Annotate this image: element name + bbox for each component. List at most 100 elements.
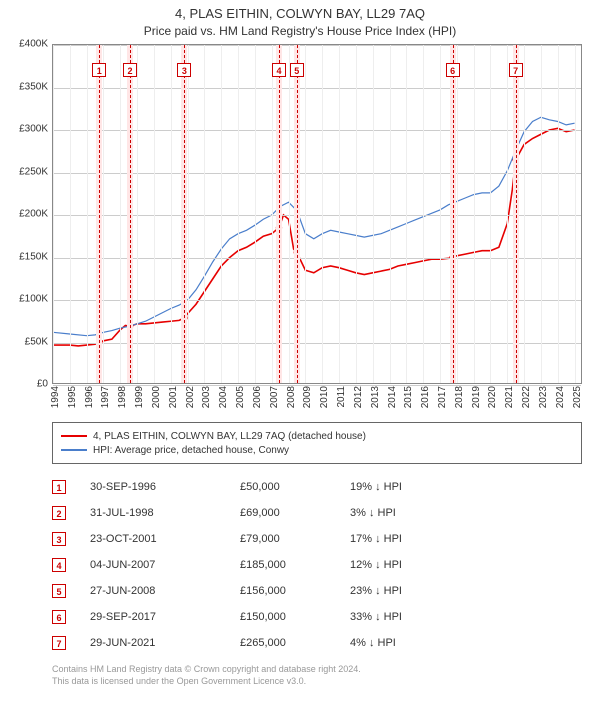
gridline-v	[356, 45, 357, 383]
gridline-v	[322, 45, 323, 383]
xtick-label: 2011	[336, 386, 347, 408]
xtick-label: 1999	[134, 386, 145, 408]
ytick-label: £400K	[19, 39, 48, 50]
gridline-v	[137, 45, 138, 383]
transaction-price: £50,000	[240, 481, 350, 493]
xtick-label: 2007	[269, 386, 280, 408]
xtick-label: 1996	[84, 386, 95, 408]
xtick-label: 1997	[100, 386, 111, 408]
transaction-row: 130-SEP-1996£50,00019% ↓ HPI	[52, 474, 582, 500]
transaction-date: 29-SEP-2017	[90, 611, 240, 623]
gridline-v	[171, 45, 172, 383]
footer-line2: This data is licensed under the Open Gov…	[52, 676, 600, 688]
xtick-label: 1995	[67, 386, 78, 408]
xtick-label: 2001	[168, 386, 179, 408]
xtick-label: 2018	[454, 386, 465, 408]
xtick-label: 2015	[403, 386, 414, 408]
gridline-v	[305, 45, 306, 383]
legend-label-hpi: HPI: Average price, detached house, Conw…	[93, 445, 289, 456]
page-subtitle: Price paid vs. HM Land Registry's House …	[0, 21, 600, 44]
xtick-label: 2003	[201, 386, 212, 408]
transaction-date: 31-JUL-1998	[90, 507, 240, 519]
xtick-label: 2017	[437, 386, 448, 408]
event-dashline	[516, 45, 517, 383]
xtick-label: 2012	[353, 386, 364, 408]
legend-row: HPI: Average price, detached house, Conw…	[61, 443, 573, 457]
transaction-date: 27-JUN-2008	[90, 585, 240, 597]
gridline-v	[87, 45, 88, 383]
transaction-price: £69,000	[240, 507, 350, 519]
xtick-label: 2023	[538, 386, 549, 408]
event-marker-box: 2	[123, 63, 137, 77]
xtick-label: 2020	[487, 386, 498, 408]
transaction-number-box: 1	[52, 480, 66, 494]
event-dashline	[130, 45, 131, 383]
gridline-h	[53, 385, 581, 386]
gridline-v	[272, 45, 273, 383]
ytick-label: £50K	[25, 336, 48, 347]
plot-area: 1234567	[52, 44, 582, 384]
gridline-v	[339, 45, 340, 383]
gridline-v	[558, 45, 559, 383]
transaction-date: 23-OCT-2001	[90, 533, 240, 545]
xtick-label: 2010	[319, 386, 330, 408]
ytick-label: £0	[37, 379, 48, 390]
transaction-date: 30-SEP-1996	[90, 481, 240, 493]
gridline-v	[204, 45, 205, 383]
xtick-label: 2008	[286, 386, 297, 408]
xtick-label: 2004	[218, 386, 229, 408]
gridline-v	[154, 45, 155, 383]
gridline-v	[490, 45, 491, 383]
xtick-label: 2006	[252, 386, 263, 408]
transaction-delta: 12% ↓ HPI	[350, 559, 510, 571]
event-marker-box: 1	[92, 63, 106, 77]
xtick-label: 2022	[521, 386, 532, 408]
xtick-label: 2009	[302, 386, 313, 408]
transaction-date: 04-JUN-2007	[90, 559, 240, 571]
ytick-label: £300K	[19, 124, 48, 135]
transaction-number-box: 6	[52, 610, 66, 624]
xtick-label: 2025	[572, 386, 583, 408]
gridline-v	[255, 45, 256, 383]
gridline-v	[289, 45, 290, 383]
transaction-price: £150,000	[240, 611, 350, 623]
transaction-delta: 33% ↓ HPI	[350, 611, 510, 623]
transaction-row: 404-JUN-2007£185,00012% ↓ HPI	[52, 552, 582, 578]
transaction-delta: 3% ↓ HPI	[350, 507, 510, 519]
gridline-v	[188, 45, 189, 383]
xtick-label: 1998	[117, 386, 128, 408]
transaction-delta: 4% ↓ HPI	[350, 637, 510, 649]
event-marker-box: 3	[177, 63, 191, 77]
ytick-label: £350K	[19, 81, 48, 92]
gridline-v	[120, 45, 121, 383]
gridline-v	[524, 45, 525, 383]
footer: Contains HM Land Registry data © Crown c…	[52, 664, 600, 687]
event-marker-box: 6	[446, 63, 460, 77]
xtick-label: 2019	[471, 386, 482, 408]
xtick-label: 1994	[50, 386, 61, 408]
transaction-date: 29-JUN-2021	[90, 637, 240, 649]
gridline-v	[440, 45, 441, 383]
transaction-price: £79,000	[240, 533, 350, 545]
gridline-v	[238, 45, 239, 383]
event-dashline	[297, 45, 298, 383]
event-dashline	[99, 45, 100, 383]
xtick-label: 2000	[151, 386, 162, 408]
gridline-v	[373, 45, 374, 383]
transaction-delta: 23% ↓ HPI	[350, 585, 510, 597]
gridline-v	[507, 45, 508, 383]
event-marker-box: 5	[290, 63, 304, 77]
xtick-label: 2002	[185, 386, 196, 408]
gridline-v	[575, 45, 576, 383]
ytick-label: £250K	[19, 166, 48, 177]
gridline-v	[541, 45, 542, 383]
ytick-label: £100K	[19, 294, 48, 305]
transaction-row: 729-JUN-2021£265,0004% ↓ HPI	[52, 630, 582, 656]
transaction-table: 130-SEP-1996£50,00019% ↓ HPI231-JUL-1998…	[52, 474, 582, 656]
page-title: 4, PLAS EITHIN, COLWYN BAY, LL29 7AQ	[0, 0, 600, 21]
xtick-label: 2013	[370, 386, 381, 408]
gridline-v	[390, 45, 391, 383]
transaction-number-box: 2	[52, 506, 66, 520]
transaction-price: £265,000	[240, 637, 350, 649]
transaction-delta: 17% ↓ HPI	[350, 533, 510, 545]
